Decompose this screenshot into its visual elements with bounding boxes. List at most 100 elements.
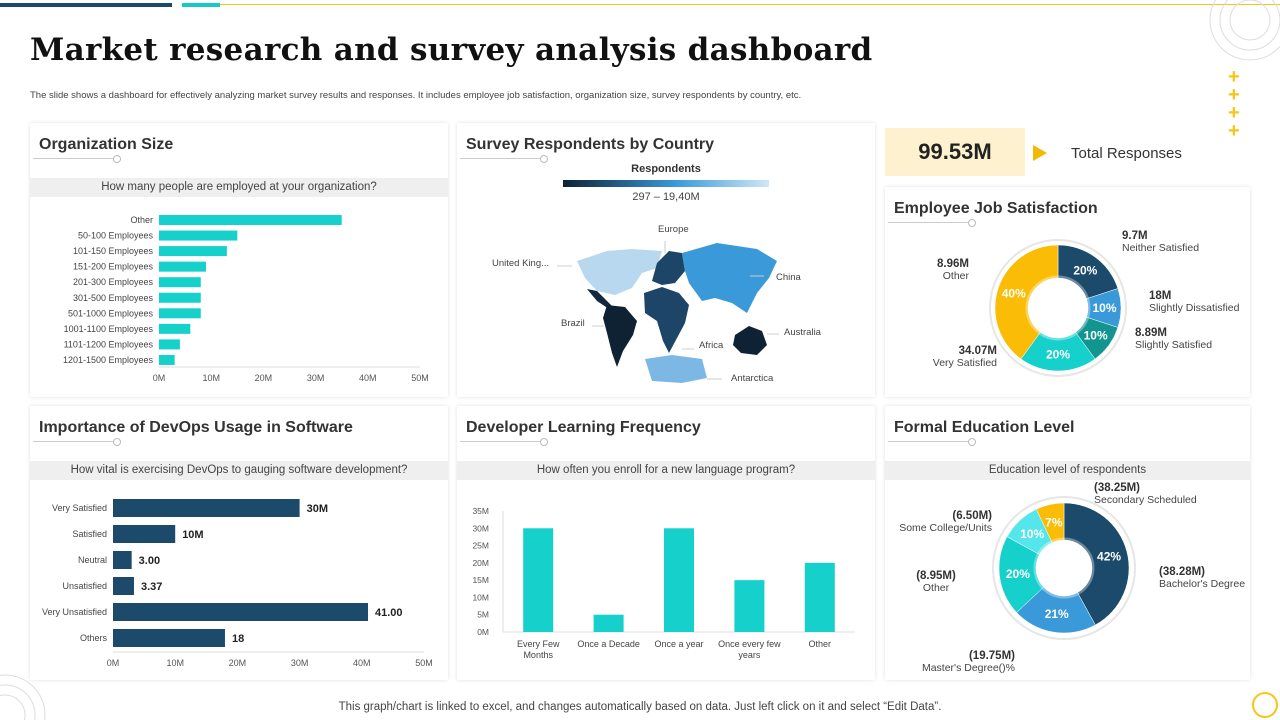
top-accent-bar	[0, 3, 172, 7]
category-label: 151-200 Employees	[73, 262, 154, 272]
category-label: Once a year	[654, 639, 703, 649]
donut-ring	[989, 239, 1127, 377]
question-banner: Education level of respondents	[885, 461, 1250, 480]
organization-size-chart: 0M 10M 20M 30M 40M 50M Other 50-100 Employees 10…	[63, 215, 429, 383]
region-label-antarctica: Antarctica	[731, 373, 774, 384]
donut-label: 34.07M Very Satisfied	[932, 345, 997, 369]
category-label: Other	[130, 215, 153, 225]
slice-percent-label: 42%	[1097, 549, 1121, 563]
category-label: Months	[523, 650, 553, 660]
category-label: Every Few	[517, 639, 560, 649]
top-accent-bar	[182, 3, 220, 7]
region-label-united-kingdom: United King...	[492, 258, 550, 269]
region-label-australia: Australia	[784, 327, 821, 338]
data-label: 30M	[307, 503, 328, 515]
x-tick-label: 50M	[411, 373, 429, 383]
satisfaction-donut-chart: 20% 10% 10% 20% 40%	[989, 239, 1127, 377]
south-america-region[interactable]	[603, 305, 637, 367]
north-america-region[interactable]	[577, 249, 662, 295]
data-label: 3.00	[139, 555, 160, 567]
slice-percent-label: 20%	[1046, 348, 1070, 362]
survey-respondents-card: Survey Respondents by Country Respondent…	[457, 123, 875, 397]
australia-region[interactable]	[733, 326, 767, 355]
asia-region[interactable]	[682, 243, 777, 313]
antarctica-region[interactable]	[645, 355, 707, 383]
donut-label: 9.7M Neither Satisfied	[1122, 230, 1200, 254]
category-label: years	[738, 650, 761, 660]
category-label: Very Satisfied	[52, 503, 107, 513]
bar	[159, 323, 191, 334]
donut-slice	[1035, 502, 1065, 543]
title-underline	[33, 438, 121, 446]
x-tick-label: 40M	[359, 373, 377, 383]
bar	[159, 308, 201, 319]
bar	[159, 292, 201, 303]
slice-percent-label: 10%	[1020, 527, 1044, 541]
page-title: Market research and survey analysis dash…	[30, 32, 873, 68]
title-underline	[888, 219, 976, 227]
bar	[159, 246, 227, 257]
x-tick-label: 0M	[107, 658, 120, 668]
top-divider	[220, 4, 1280, 5]
europe-region[interactable]	[652, 251, 685, 285]
category-label: Other	[809, 639, 832, 649]
bar	[159, 230, 238, 241]
title-underline	[888, 438, 976, 446]
category-label: 50-100 Employees	[78, 231, 154, 241]
bar	[159, 261, 206, 272]
y-tick-label: 10M	[472, 592, 489, 602]
data-label: 41.00	[375, 607, 403, 619]
category-label: Others	[80, 633, 108, 643]
education-level-card: Formal Education Level Education level o…	[885, 406, 1250, 680]
devops-bar-chart: 0M 10M 20M 30M 40M 50M Very Satisfied 30M Satisf…	[42, 499, 433, 668]
title-underline	[33, 155, 121, 163]
page-subtitle: The slide shows a dashboard for effectiv…	[30, 90, 802, 101]
total-responses-label: Total Responses	[1071, 145, 1182, 162]
bar	[113, 577, 134, 595]
title-underline	[460, 155, 548, 163]
category-label: 1101-1200 Employees	[64, 339, 154, 349]
donut-slice	[1063, 502, 1130, 626]
plus-decoration: + + + +	[1228, 66, 1240, 142]
africa-region[interactable]	[644, 287, 689, 353]
bar	[593, 614, 624, 632]
title-underline	[460, 438, 548, 446]
slice-percent-label: 40%	[1002, 287, 1026, 301]
decorative-circle	[1252, 692, 1278, 718]
y-tick-label: 35M	[472, 506, 489, 516]
card-title: Formal Education Level	[894, 419, 1075, 436]
x-tick-label: 10M	[202, 373, 220, 383]
y-tick-label: 25M	[472, 541, 489, 551]
donut-label: 8.89M Slightly Satisfied	[1135, 327, 1213, 351]
slice-percent-label: 10%	[1092, 301, 1116, 315]
slice-percent-label: 20%	[1073, 263, 1097, 277]
donut-label: (6.50M) Some College/Units	[899, 510, 992, 534]
card-title: Developer Learning Frequency	[466, 419, 701, 436]
x-tick-label: 10M	[166, 658, 184, 668]
category-label: 101-150 Employees	[73, 246, 154, 256]
world-map	[557, 241, 779, 383]
arrow-right-icon	[1033, 145, 1047, 161]
card-title: Survey Respondents by Country	[466, 136, 715, 153]
donut-slice	[998, 536, 1044, 613]
x-tick-label: 30M	[307, 373, 325, 383]
slice-percent-label: 10%	[1084, 328, 1108, 342]
x-tick-label: 20M	[229, 658, 247, 668]
category-label: 301-500 Employees	[73, 293, 154, 303]
donut-label: (38.25M) Secondary Scheduled	[1094, 482, 1197, 506]
data-label: 3.37	[141, 581, 162, 593]
y-tick-label: 5M	[477, 610, 489, 620]
donut-label: (19.75M) Master's Degree()%	[921, 650, 1015, 674]
bar	[113, 629, 225, 647]
legend-gradient	[563, 180, 769, 187]
donut-label: (8.95M) Other	[916, 570, 956, 594]
y-tick-label: 20M	[472, 558, 489, 568]
category-label: Once a Decade	[577, 639, 640, 649]
bar	[113, 603, 369, 621]
x-tick-label: 50M	[415, 658, 433, 668]
bar	[113, 525, 176, 543]
slice-percent-label: 21%	[1045, 607, 1069, 621]
donut-ring	[992, 496, 1136, 640]
category-label: Neutral	[78, 555, 107, 565]
